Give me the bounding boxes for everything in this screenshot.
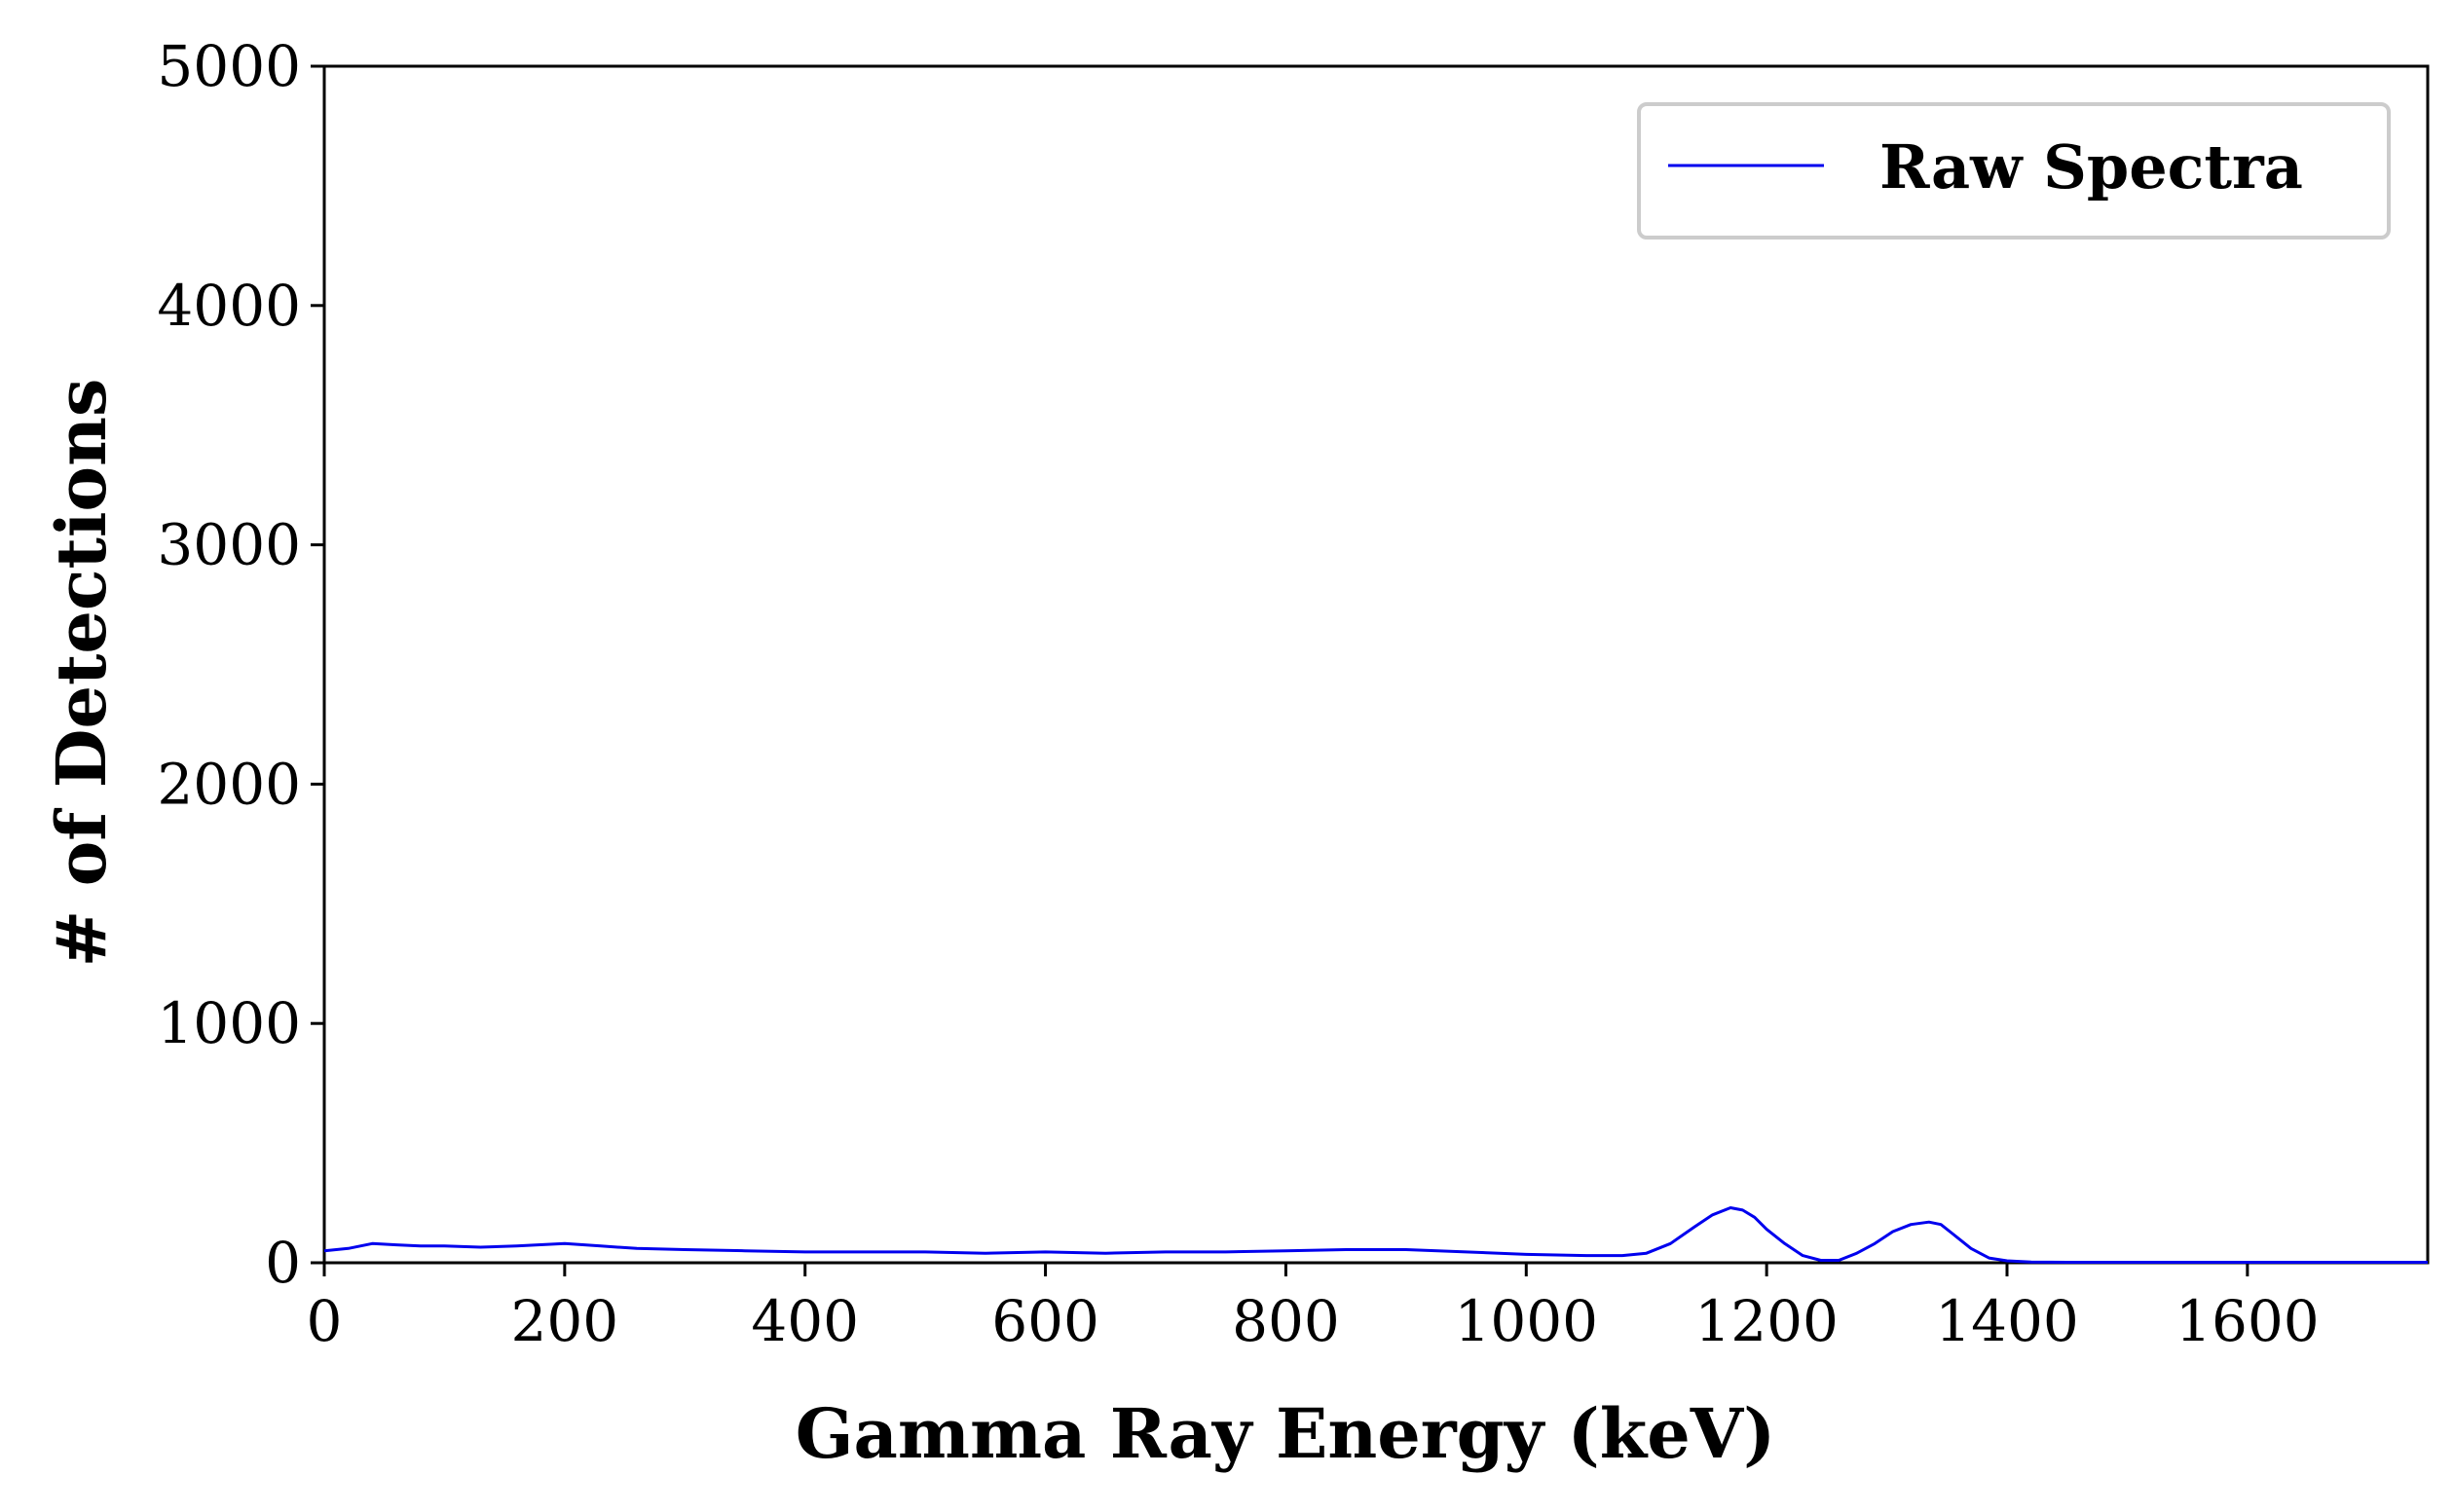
y-axis: 0 1000 2000 3000 4000 5000: [157, 33, 324, 1296]
y-tick-label: 2000: [157, 751, 301, 817]
x-tick-label: 200: [510, 1288, 618, 1354]
legend-label: Raw Spectra: [1879, 131, 2303, 203]
x-axis-title: Gamma Ray Energy (keV): [796, 1393, 1775, 1474]
plot-frame: [322, 64, 2430, 1265]
x-tick-label: 800: [1232, 1288, 1340, 1354]
x-tick-label: 1200: [1694, 1288, 1839, 1354]
y-tick-label: 4000: [157, 273, 301, 339]
y-axis-title: # of Detections: [41, 379, 122, 968]
series-lines: [323, 1206, 2428, 1264]
x-tick-label: 1000: [1454, 1288, 1598, 1354]
x-tick-label: 600: [991, 1288, 1099, 1354]
plot-area: [322, 64, 2430, 1265]
x-tick-label: 1600: [2175, 1288, 2320, 1354]
x-tick-label: 1400: [1935, 1288, 2079, 1354]
y-tick-label: 5000: [157, 33, 301, 99]
y-tick-label: 0: [265, 1230, 301, 1296]
x-tick-label: 400: [751, 1288, 859, 1354]
x-axis: 0 200 400 600 800 1000 1200 1400 1600: [307, 1263, 2320, 1354]
series-line: [323, 1206, 2428, 1264]
y-tick-label: 3000: [157, 512, 301, 578]
legend: Raw Spectra: [1637, 102, 2391, 240]
legend-box: [1637, 102, 2391, 240]
x-tick-label: 0: [307, 1288, 343, 1354]
y-tick-label: 1000: [157, 990, 301, 1056]
